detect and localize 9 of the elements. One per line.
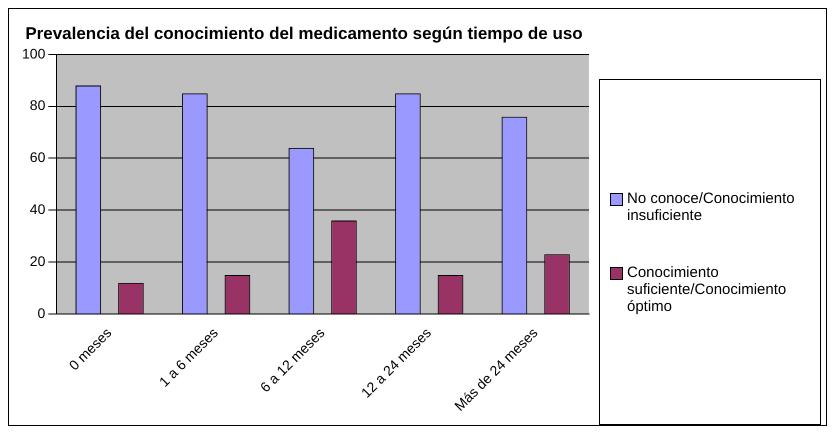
legend-label: Conocimiento suficiente/Conocimiento óptimo [627, 264, 788, 314]
chart-title: Prevalencia del conocimiento del medicamento según tiempo de uso [25, 24, 583, 43]
y-tick-label: 80 [30, 97, 46, 114]
y-tick-label: 20 [30, 252, 46, 269]
y-tick-label: 0 [38, 304, 46, 321]
y-tick-label: 100 [22, 45, 46, 62]
legend-label: No conoce/Conocimiento insuficiente [627, 190, 796, 224]
y-tick-label: 60 [30, 149, 46, 166]
y-tick-label: 40 [30, 201, 46, 218]
